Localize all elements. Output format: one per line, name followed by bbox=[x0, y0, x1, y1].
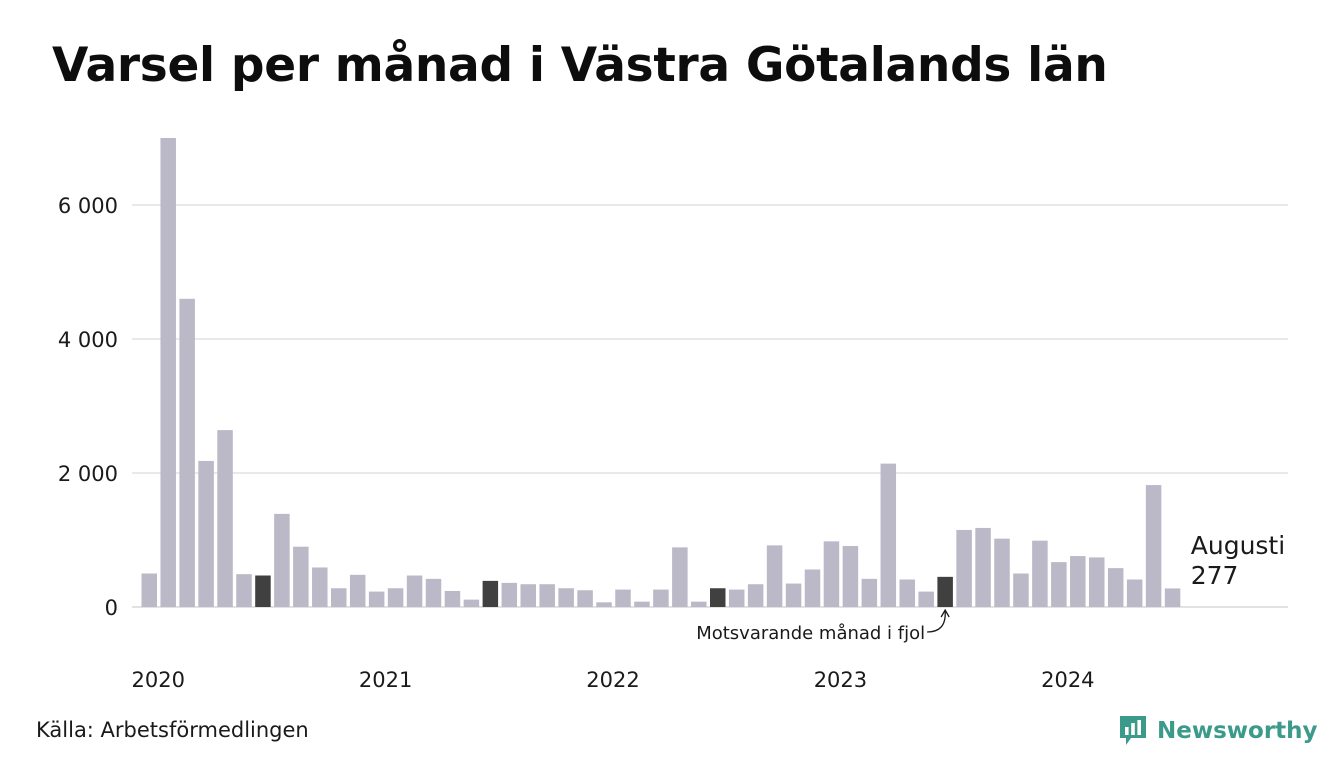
newsworthy-logo-icon bbox=[1120, 716, 1146, 745]
last-value-label: Augusti 277 bbox=[1191, 531, 1285, 590]
x-year-label: 2020 bbox=[132, 668, 185, 692]
bar bbox=[918, 591, 934, 607]
x-year-label: 2024 bbox=[1041, 668, 1094, 692]
bar bbox=[406, 575, 423, 607]
bar bbox=[1013, 573, 1029, 607]
bar bbox=[1107, 568, 1124, 607]
bar bbox=[179, 298, 195, 607]
bar bbox=[823, 541, 840, 607]
y-tick-label: 2 000 bbox=[58, 462, 118, 486]
last-value-month: Augusti bbox=[1191, 531, 1285, 560]
bar bbox=[520, 584, 536, 607]
x-year-label: 2021 bbox=[359, 668, 412, 692]
bar bbox=[217, 430, 233, 607]
bar bbox=[274, 513, 290, 607]
bar bbox=[198, 460, 214, 607]
bar bbox=[615, 589, 631, 607]
bar bbox=[1126, 579, 1143, 607]
bar bbox=[899, 579, 915, 607]
y-tick-label: 4 000 bbox=[58, 328, 118, 352]
y-tick-label: 6 000 bbox=[58, 194, 118, 218]
chart-title: Varsel per månad i Västra Götalands län bbox=[52, 38, 1108, 93]
bar bbox=[728, 589, 745, 607]
bar bbox=[1164, 588, 1181, 607]
bar bbox=[312, 567, 328, 607]
bar bbox=[994, 538, 1010, 607]
annotation-text: Motsvarande månad i fjol bbox=[696, 623, 925, 644]
bar bbox=[653, 589, 669, 607]
bar bbox=[368, 591, 385, 607]
bar bbox=[1032, 540, 1048, 607]
bar bbox=[710, 588, 726, 607]
bars bbox=[141, 138, 1181, 607]
bar bbox=[349, 574, 366, 607]
bar bbox=[236, 574, 252, 607]
bar bbox=[842, 546, 859, 607]
annotation-arrowhead bbox=[940, 608, 950, 618]
bar bbox=[463, 599, 480, 607]
bar bbox=[766, 545, 783, 607]
bar bbox=[331, 588, 347, 607]
bar bbox=[747, 584, 764, 607]
bar bbox=[387, 588, 404, 607]
bar bbox=[160, 138, 176, 607]
bar bbox=[539, 584, 555, 607]
bar bbox=[691, 601, 707, 607]
bar bbox=[804, 569, 821, 607]
bar bbox=[293, 546, 309, 607]
brand-name: Newsworthy bbox=[1157, 718, 1318, 744]
last-value-number: 277 bbox=[1191, 561, 1239, 590]
bar bbox=[1070, 556, 1086, 607]
bar bbox=[255, 575, 271, 607]
bar bbox=[501, 582, 518, 607]
bar bbox=[634, 601, 650, 607]
bar bbox=[596, 602, 612, 607]
brand-logo: Newsworthy bbox=[1118, 714, 1318, 748]
annotation-group: Motsvarande månad i fjol bbox=[696, 608, 950, 644]
x-year-label: 2022 bbox=[586, 668, 639, 692]
bar bbox=[975, 527, 991, 607]
y-axis-ticks: 0 2 000 4 000 6 000 bbox=[58, 194, 118, 620]
source-note: Källa: Arbetsförmedlingen bbox=[36, 718, 309, 742]
annotation-arrow bbox=[927, 610, 946, 633]
bar-chart: 0 2 000 4 000 6 000 2020 2021 2022 2023 2024 Mo… bbox=[58, 138, 1288, 692]
bar bbox=[577, 590, 593, 607]
bar bbox=[482, 580, 499, 607]
bar bbox=[1145, 485, 1162, 607]
bar bbox=[444, 590, 461, 607]
y-tick-label: 0 bbox=[105, 596, 118, 620]
bar bbox=[861, 578, 878, 607]
x-year-label: 2023 bbox=[814, 668, 867, 692]
bar bbox=[1089, 557, 1105, 607]
bar bbox=[1051, 562, 1067, 607]
bar bbox=[956, 529, 972, 607]
bar bbox=[425, 578, 442, 607]
x-axis-year-labels: 2020 2021 2022 2023 2024 bbox=[132, 668, 1095, 692]
bar bbox=[141, 573, 157, 607]
bar bbox=[672, 547, 688, 607]
bar bbox=[558, 588, 574, 607]
bar bbox=[880, 463, 897, 607]
bar bbox=[785, 583, 802, 607]
bar bbox=[937, 576, 953, 607]
